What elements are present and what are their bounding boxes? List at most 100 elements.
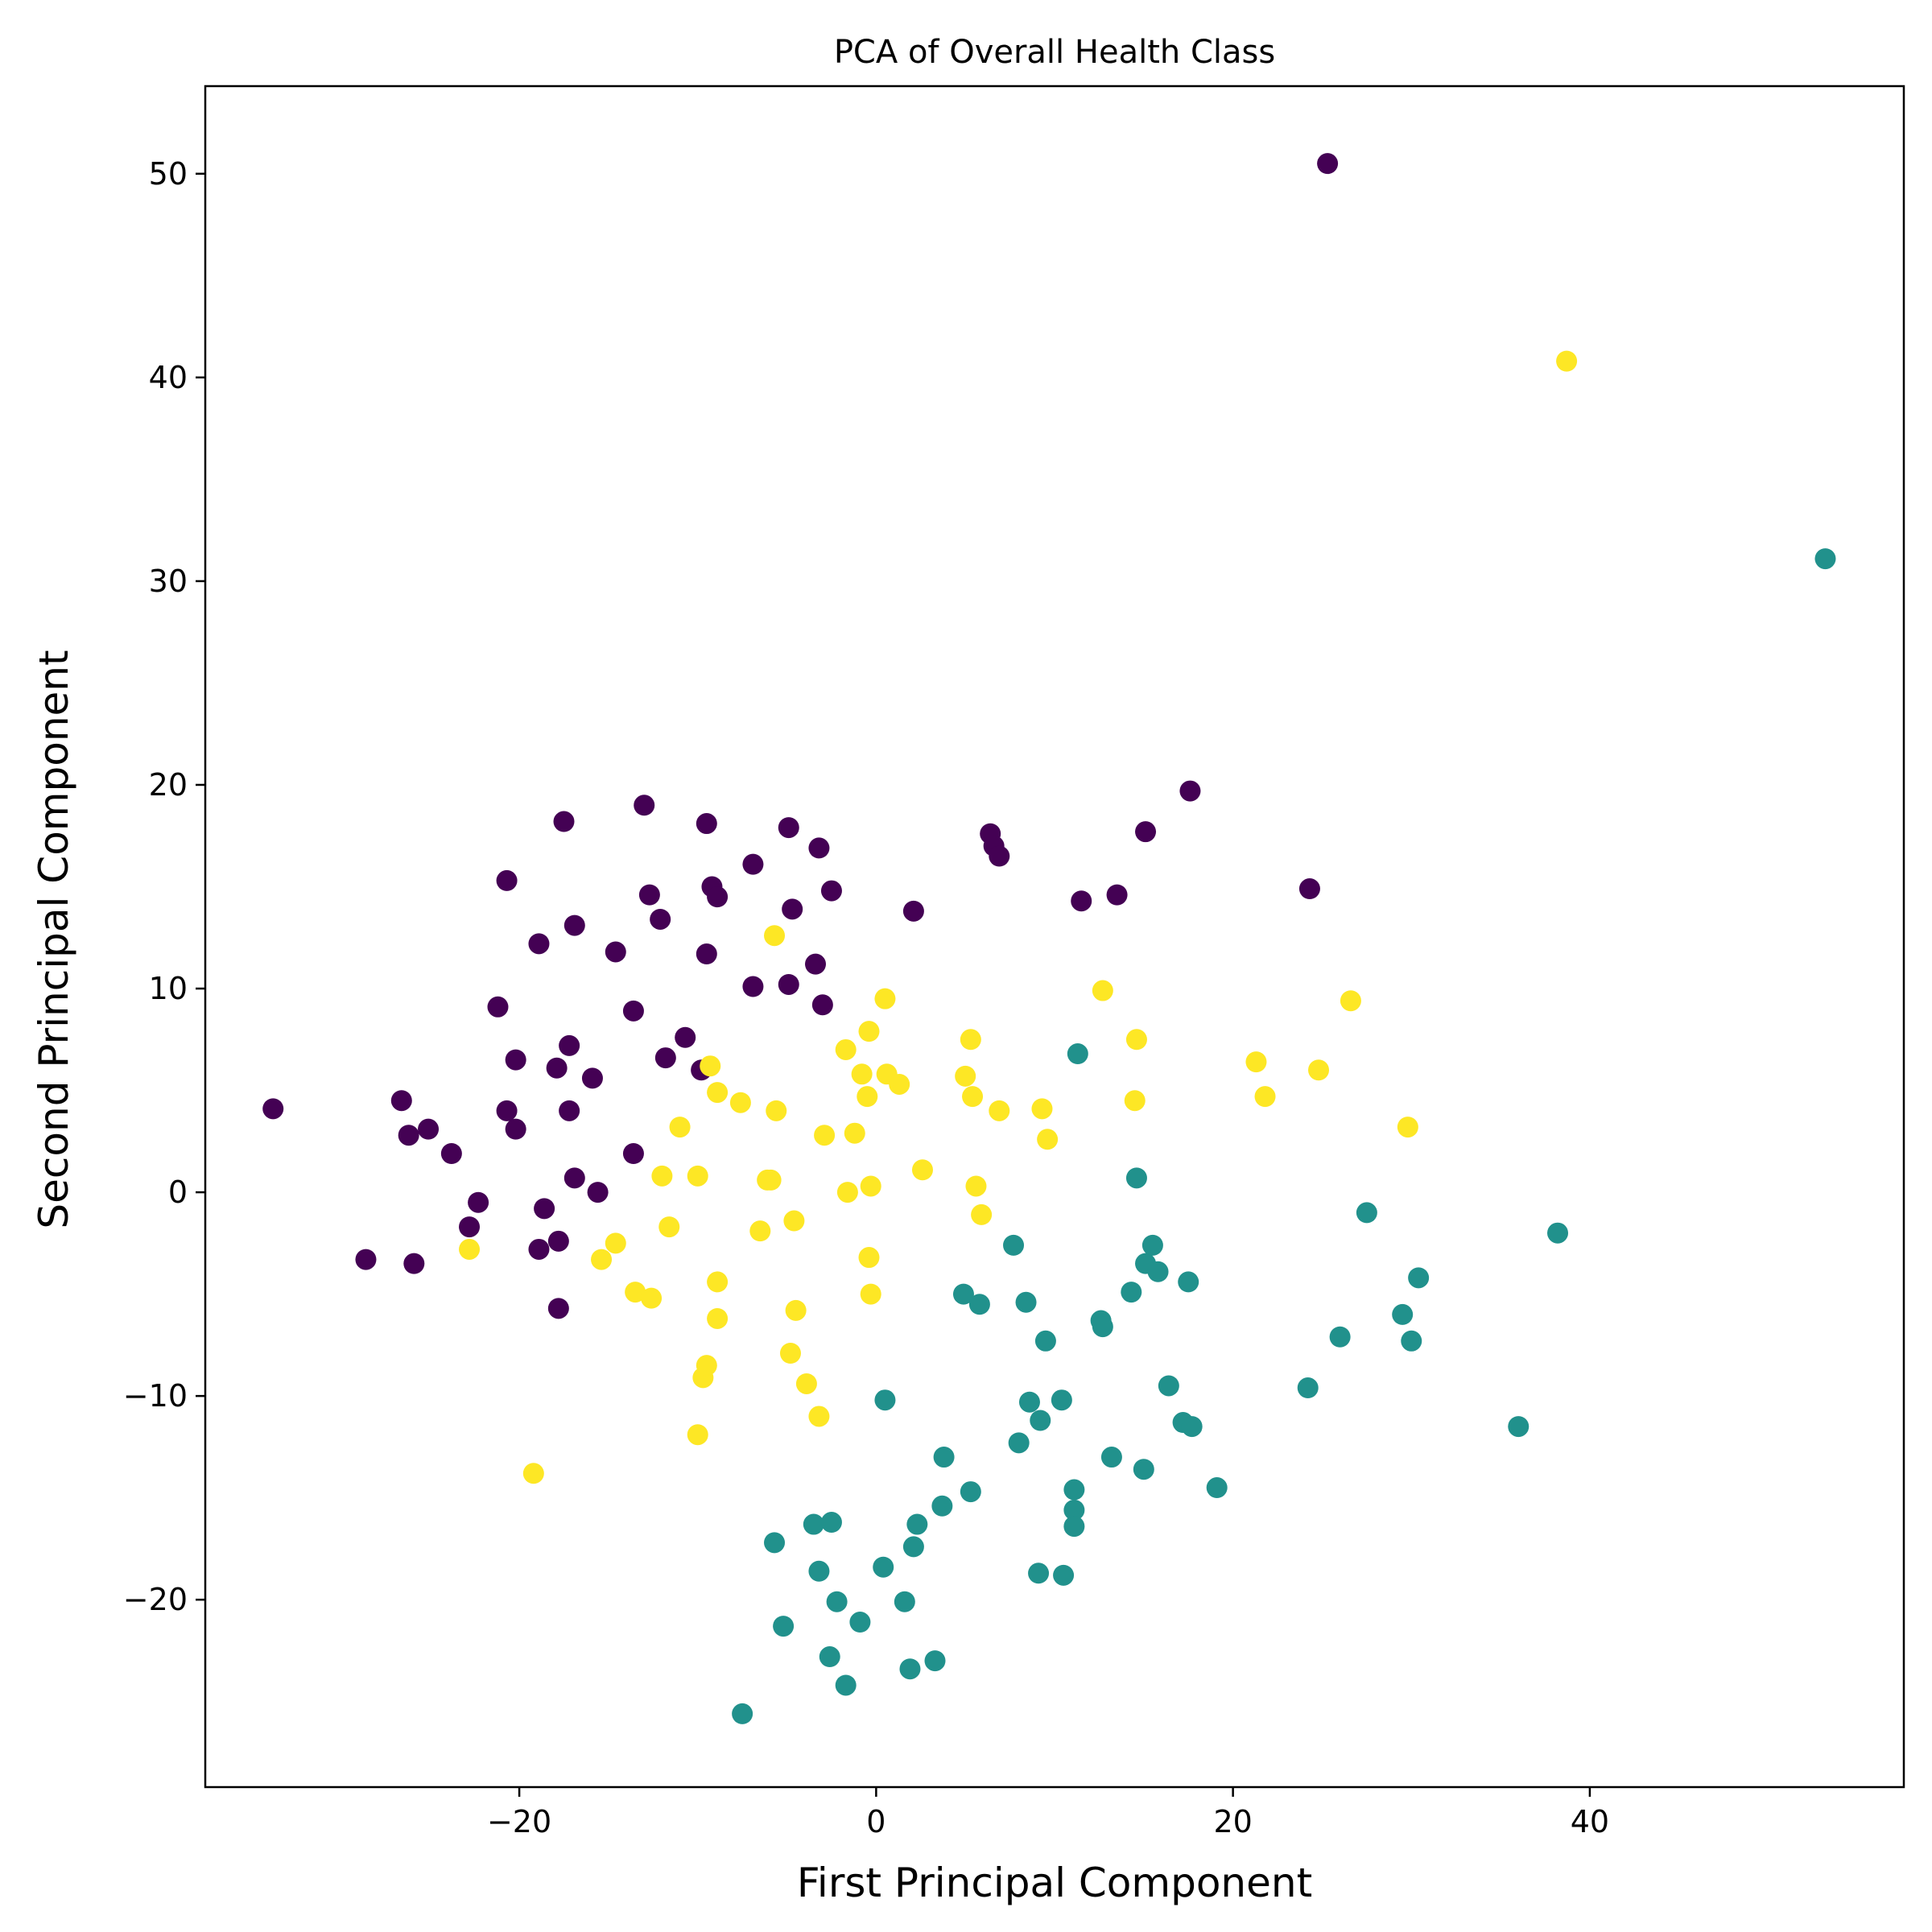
scatter-point [1556, 350, 1578, 372]
scatter-point [1031, 1098, 1053, 1120]
scatter-point [696, 813, 717, 835]
scatter-point [874, 1389, 896, 1411]
scatter-point [651, 1165, 673, 1187]
scatter-point [805, 953, 827, 975]
scatter-point [696, 1355, 717, 1377]
x-tick-label: 20 [1213, 1804, 1252, 1839]
y-tick-label: 50 [149, 156, 188, 192]
scatter-point [1125, 1167, 1147, 1189]
scatter-point [811, 994, 833, 1016]
scatter-point [873, 1556, 894, 1578]
scatter-point [1051, 1389, 1072, 1411]
scatter-point [1408, 1267, 1430, 1289]
scatter-point [857, 1086, 878, 1108]
scatter-point [849, 1612, 871, 1633]
scatter-point [962, 1086, 984, 1108]
scatter-point [766, 1100, 787, 1121]
scatter-point [1028, 1563, 1050, 1584]
scatter-point [1317, 153, 1339, 175]
scatter-point [355, 1249, 377, 1270]
scatter-point [625, 1282, 646, 1303]
scatter-point [1245, 1051, 1267, 1073]
scatter-point [1254, 1086, 1276, 1108]
scatter-point [971, 1203, 993, 1225]
scatter-point [1121, 1282, 1142, 1303]
scatter-point [902, 1536, 924, 1558]
scatter-point [707, 1082, 729, 1104]
scatter-point [564, 914, 585, 936]
scatter-point [764, 1532, 786, 1554]
scatter-point [1063, 1479, 1085, 1501]
scatter-point [1100, 1447, 1122, 1468]
y-tick-label: 10 [149, 971, 188, 1006]
scatter-point [398, 1125, 419, 1146]
scatter-point [528, 1238, 550, 1260]
y-axis-label: Second Principal Component [31, 650, 77, 1228]
scatter-point [505, 1049, 526, 1071]
scatter-point [803, 1513, 824, 1535]
scatter-point [707, 886, 729, 908]
x-axis-label: First Principal Component [797, 1860, 1312, 1906]
scatter-point [641, 1287, 663, 1309]
scatter-point [742, 853, 764, 875]
scatter-point [858, 1021, 880, 1042]
scatter-point [700, 1055, 721, 1077]
scatter-point [836, 1182, 858, 1203]
scatter-point [564, 1167, 585, 1189]
scatter-point [1037, 1129, 1059, 1150]
scatter-point [522, 1463, 544, 1484]
chart-title: PCA of Overall Health Class [834, 34, 1275, 71]
scatter-point [1133, 1459, 1154, 1480]
scatter-point [487, 996, 509, 1018]
scatter-point [581, 1067, 603, 1089]
scatter-point [889, 1073, 910, 1095]
scatter-point [587, 1182, 609, 1203]
scatter-point [547, 1230, 569, 1252]
scatter-point [1063, 1499, 1085, 1521]
scatter-point [1092, 1316, 1113, 1338]
scatter-point [782, 898, 803, 920]
scatter-point [795, 1373, 817, 1394]
scatter-point [874, 988, 896, 1009]
scatter-point [1508, 1416, 1530, 1438]
scatter-point [826, 1591, 848, 1612]
scatter-point [894, 1591, 915, 1612]
scatter-point [1063, 1516, 1085, 1538]
data-points [262, 153, 1836, 1724]
scatter-point [1401, 1330, 1422, 1352]
scatter-point [933, 1447, 955, 1468]
scatter-point [732, 1703, 753, 1724]
scatter-point [783, 1210, 805, 1232]
scatter-point [1340, 990, 1361, 1012]
scatter-point [1067, 1043, 1088, 1065]
scatter-point [808, 1560, 830, 1582]
scatter-point [622, 1143, 644, 1165]
scatter-point [1008, 1432, 1030, 1454]
scatter-point [968, 1294, 990, 1315]
scatter-point [559, 1034, 580, 1056]
scatter-point [899, 1658, 921, 1680]
scatter-point [820, 880, 842, 902]
scatter-point [605, 941, 626, 963]
scatter-point [808, 1406, 830, 1427]
scatter-point [1106, 884, 1128, 906]
scatter-point [1814, 548, 1836, 570]
scatter-point [1034, 1330, 1056, 1352]
y-tick-label: −20 [123, 1582, 188, 1617]
scatter-point [591, 1249, 613, 1270]
scatter-point [1018, 1391, 1040, 1413]
scatter-point [1158, 1375, 1179, 1397]
scatter-point [1397, 1117, 1418, 1138]
scatter-point [1392, 1303, 1414, 1325]
scatter-point [814, 1125, 836, 1146]
scatter-point [860, 1175, 881, 1197]
scatter-point [696, 943, 717, 965]
scatter-point [534, 1198, 555, 1220]
scatter-point [989, 1100, 1010, 1121]
scatter-point [1015, 1291, 1037, 1313]
x-tick-label: 40 [1571, 1804, 1609, 1839]
scatter-point [1147, 1261, 1169, 1282]
scatter-point [1297, 1377, 1319, 1399]
scatter-point [553, 811, 575, 832]
